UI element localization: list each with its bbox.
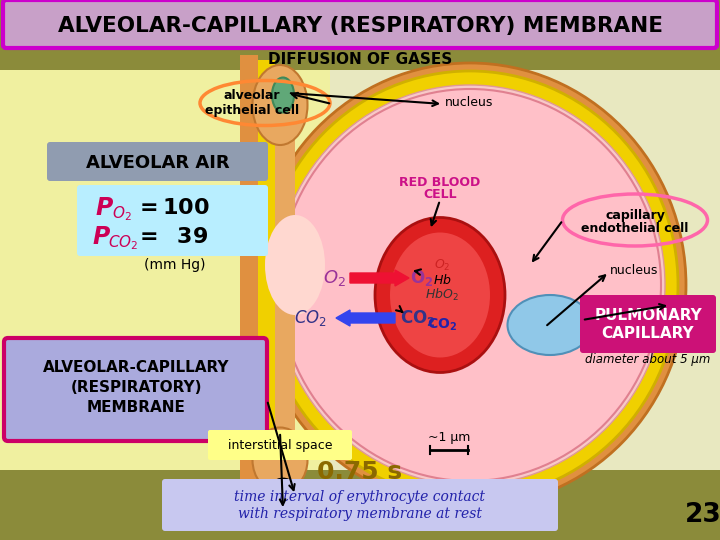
Text: with respiratory membrane at rest: with respiratory membrane at rest [238, 507, 482, 521]
Text: $\mathbf{=\ \ 39}$: $\mathbf{=\ \ 39}$ [135, 227, 208, 247]
Text: nucleus: nucleus [610, 264, 658, 276]
Text: $\mathbf{CO_2}$: $\mathbf{CO_2}$ [400, 308, 436, 328]
Text: (mm Hg): (mm Hg) [144, 258, 206, 272]
Text: nucleus: nucleus [445, 96, 493, 109]
FancyBboxPatch shape [162, 479, 558, 531]
Text: CAPILLARY: CAPILLARY [602, 327, 694, 341]
Text: ~1 μm: ~1 μm [428, 431, 470, 444]
Ellipse shape [254, 63, 686, 507]
FancyArrow shape [336, 310, 395, 326]
Text: DIFFUSION OF GASES: DIFFUSION OF GASES [268, 52, 452, 68]
Text: $O_2$: $O_2$ [112, 205, 132, 224]
FancyBboxPatch shape [47, 142, 268, 181]
Text: (RESPIRATORY): (RESPIRATORY) [71, 380, 202, 395]
Text: 0.75 s: 0.75 s [318, 460, 402, 484]
Ellipse shape [253, 65, 307, 145]
Ellipse shape [253, 428, 307, 492]
Ellipse shape [275, 85, 665, 485]
FancyArrow shape [350, 270, 409, 286]
Text: interstitial space: interstitial space [228, 440, 332, 453]
Text: $O_2$: $O_2$ [433, 258, 450, 273]
Bar [0, 70, 330, 470]
Text: $\bfit{P}$: $\bfit{P}$ [92, 225, 111, 249]
Text: MEMBRANE: MEMBRANE [86, 400, 186, 415]
Ellipse shape [279, 89, 661, 481]
Text: ALVEOLAR-CAPILLARY: ALVEOLAR-CAPILLARY [42, 360, 229, 375]
Text: alveolar
epithelial cell: alveolar epithelial cell [205, 89, 299, 117]
Text: ALVEOLAR-CAPILLARY (RESPIRATORY) MEMBRANE: ALVEOLAR-CAPILLARY (RESPIRATORY) MEMBRAN… [58, 16, 662, 36]
Text: ALVEOLAR AIR: ALVEOLAR AIR [86, 154, 230, 172]
Text: $CO_2$: $CO_2$ [294, 308, 326, 328]
Bar [330, 70, 720, 470]
Ellipse shape [262, 71, 678, 499]
Text: endothelial cell: endothelial cell [581, 221, 689, 234]
Text: time interval of erythrocyte contact: time interval of erythrocyte contact [235, 490, 485, 504]
Text: 23: 23 [685, 502, 720, 528]
Ellipse shape [390, 233, 490, 357]
FancyBboxPatch shape [580, 295, 716, 353]
FancyBboxPatch shape [208, 430, 352, 460]
Bar [255, 60, 275, 510]
Text: $\bfit{P}$: $\bfit{P}$ [95, 196, 114, 220]
Ellipse shape [508, 295, 593, 355]
Circle shape [269, 479, 297, 507]
FancyBboxPatch shape [3, 0, 717, 48]
Text: CELL: CELL [423, 187, 456, 200]
Text: $\mathbf{= 100}$: $\mathbf{= 100}$ [135, 198, 210, 218]
Text: $CO_2$: $CO_2$ [108, 234, 138, 252]
Ellipse shape [265, 215, 325, 315]
FancyBboxPatch shape [77, 185, 268, 256]
Bar [265, 80, 295, 490]
Text: $HbO_2$: $HbO_2$ [425, 287, 459, 303]
Bar [240, 55, 258, 515]
Text: $\mathit{O}_2$: $\mathit{O}_2$ [323, 268, 346, 288]
Ellipse shape [375, 218, 505, 373]
Text: diameter about 5 μm: diameter about 5 μm [585, 354, 711, 367]
Ellipse shape [272, 78, 294, 112]
Text: capillary: capillary [605, 208, 665, 221]
Text: $Hb$: $Hb$ [433, 273, 451, 287]
Text: PULMONARY: PULMONARY [594, 308, 702, 323]
Text: $\mathbf{CO_2}$: $\mathbf{CO_2}$ [427, 317, 457, 333]
FancyBboxPatch shape [4, 338, 267, 441]
Text: RED BLOOD: RED BLOOD [400, 176, 481, 188]
Text: $\mathbf{O_2}$: $\mathbf{O_2}$ [410, 268, 433, 288]
